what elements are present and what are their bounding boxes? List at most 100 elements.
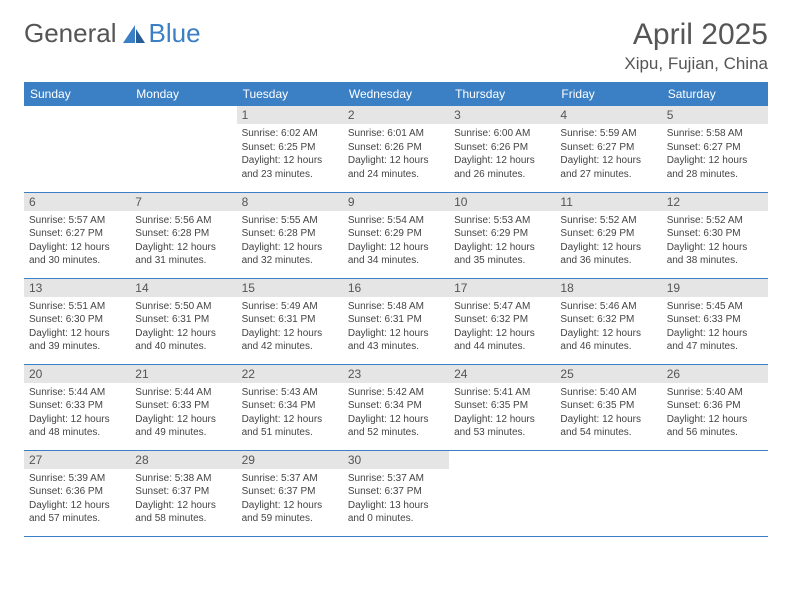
day-number: 18 — [555, 279, 661, 297]
weekday-header: Monday — [130, 82, 236, 106]
calendar-cell: 13Sunrise: 5:51 AMSunset: 6:30 PMDayligh… — [24, 278, 130, 364]
calendar-cell: 29Sunrise: 5:37 AMSunset: 6:37 PMDayligh… — [237, 450, 343, 536]
day-number: 21 — [130, 365, 236, 383]
calendar-cell: 16Sunrise: 5:48 AMSunset: 6:31 PMDayligh… — [343, 278, 449, 364]
calendar-cell: 26Sunrise: 5:40 AMSunset: 6:36 PMDayligh… — [662, 364, 768, 450]
logo: General Blue — [24, 18, 201, 49]
calendar-cell: 6Sunrise: 5:57 AMSunset: 6:27 PMDaylight… — [24, 192, 130, 278]
day-body: Sunrise: 5:43 AMSunset: 6:34 PMDaylight:… — [237, 383, 343, 444]
day-body: Sunrise: 5:44 AMSunset: 6:33 PMDaylight:… — [130, 383, 236, 444]
calendar-week-row: 1Sunrise: 6:02 AMSunset: 6:25 PMDaylight… — [24, 106, 768, 192]
day-body: Sunrise: 5:57 AMSunset: 6:27 PMDaylight:… — [24, 211, 130, 272]
weekday-header-row: SundayMondayTuesdayWednesdayThursdayFrid… — [24, 82, 768, 106]
day-number: 9 — [343, 193, 449, 211]
day-number: 26 — [662, 365, 768, 383]
calendar-cell: 28Sunrise: 5:38 AMSunset: 6:37 PMDayligh… — [130, 450, 236, 536]
day-body: Sunrise: 5:55 AMSunset: 6:28 PMDaylight:… — [237, 211, 343, 272]
calendar-week-row: 6Sunrise: 5:57 AMSunset: 6:27 PMDaylight… — [24, 192, 768, 278]
calendar-cell: 21Sunrise: 5:44 AMSunset: 6:33 PMDayligh… — [130, 364, 236, 450]
day-body: Sunrise: 5:50 AMSunset: 6:31 PMDaylight:… — [130, 297, 236, 358]
day-number: 27 — [24, 451, 130, 469]
day-body: Sunrise: 5:44 AMSunset: 6:33 PMDaylight:… — [24, 383, 130, 444]
day-number: 7 — [130, 193, 236, 211]
weekday-header: Thursday — [449, 82, 555, 106]
calendar-cell — [449, 450, 555, 536]
calendar-cell: 3Sunrise: 6:00 AMSunset: 6:26 PMDaylight… — [449, 106, 555, 192]
day-body: Sunrise: 5:58 AMSunset: 6:27 PMDaylight:… — [662, 124, 768, 185]
calendar-week-row: 27Sunrise: 5:39 AMSunset: 6:36 PMDayligh… — [24, 450, 768, 536]
day-body: Sunrise: 5:53 AMSunset: 6:29 PMDaylight:… — [449, 211, 555, 272]
day-number: 20 — [24, 365, 130, 383]
calendar-cell: 9Sunrise: 5:54 AMSunset: 6:29 PMDaylight… — [343, 192, 449, 278]
day-body: Sunrise: 5:41 AMSunset: 6:35 PMDaylight:… — [449, 383, 555, 444]
day-number: 23 — [343, 365, 449, 383]
calendar-cell: 1Sunrise: 6:02 AMSunset: 6:25 PMDaylight… — [237, 106, 343, 192]
logo-text-blue: Blue — [149, 18, 201, 49]
calendar-cell: 20Sunrise: 5:44 AMSunset: 6:33 PMDayligh… — [24, 364, 130, 450]
calendar-cell: 15Sunrise: 5:49 AMSunset: 6:31 PMDayligh… — [237, 278, 343, 364]
day-number: 15 — [237, 279, 343, 297]
day-body: Sunrise: 5:52 AMSunset: 6:29 PMDaylight:… — [555, 211, 661, 272]
logo-text-general: General — [24, 18, 117, 49]
day-number: 16 — [343, 279, 449, 297]
calendar-cell — [130, 106, 236, 192]
day-body: Sunrise: 5:40 AMSunset: 6:35 PMDaylight:… — [555, 383, 661, 444]
day-body: Sunrise: 5:51 AMSunset: 6:30 PMDaylight:… — [24, 297, 130, 358]
calendar-cell: 30Sunrise: 5:37 AMSunset: 6:37 PMDayligh… — [343, 450, 449, 536]
calendar-cell: 25Sunrise: 5:40 AMSunset: 6:35 PMDayligh… — [555, 364, 661, 450]
weekday-header: Tuesday — [237, 82, 343, 106]
calendar-cell: 19Sunrise: 5:45 AMSunset: 6:33 PMDayligh… — [662, 278, 768, 364]
logo-sail-icon — [121, 23, 147, 45]
day-number: 12 — [662, 193, 768, 211]
calendar-cell: 2Sunrise: 6:01 AMSunset: 6:26 PMDaylight… — [343, 106, 449, 192]
day-number: 17 — [449, 279, 555, 297]
calendar-cell: 5Sunrise: 5:58 AMSunset: 6:27 PMDaylight… — [662, 106, 768, 192]
day-body: Sunrise: 5:42 AMSunset: 6:34 PMDaylight:… — [343, 383, 449, 444]
calendar-cell: 22Sunrise: 5:43 AMSunset: 6:34 PMDayligh… — [237, 364, 343, 450]
calendar-cell: 23Sunrise: 5:42 AMSunset: 6:34 PMDayligh… — [343, 364, 449, 450]
weekday-header: Sunday — [24, 82, 130, 106]
day-number: 19 — [662, 279, 768, 297]
day-number: 6 — [24, 193, 130, 211]
day-body: Sunrise: 5:38 AMSunset: 6:37 PMDaylight:… — [130, 469, 236, 530]
header: General Blue April 2025 Xipu, Fujian, Ch… — [24, 18, 768, 74]
day-body: Sunrise: 5:48 AMSunset: 6:31 PMDaylight:… — [343, 297, 449, 358]
day-body: Sunrise: 6:01 AMSunset: 6:26 PMDaylight:… — [343, 124, 449, 185]
day-number: 13 — [24, 279, 130, 297]
calendar-body: 1Sunrise: 6:02 AMSunset: 6:25 PMDaylight… — [24, 106, 768, 536]
day-body: Sunrise: 5:46 AMSunset: 6:32 PMDaylight:… — [555, 297, 661, 358]
month-title: April 2025 — [624, 18, 768, 52]
day-number: 22 — [237, 365, 343, 383]
day-body: Sunrise: 5:45 AMSunset: 6:33 PMDaylight:… — [662, 297, 768, 358]
calendar-cell — [662, 450, 768, 536]
weekday-header: Wednesday — [343, 82, 449, 106]
day-body: Sunrise: 5:47 AMSunset: 6:32 PMDaylight:… — [449, 297, 555, 358]
day-body: Sunrise: 5:40 AMSunset: 6:36 PMDaylight:… — [662, 383, 768, 444]
day-number: 5 — [662, 106, 768, 124]
day-number: 25 — [555, 365, 661, 383]
calendar-cell: 10Sunrise: 5:53 AMSunset: 6:29 PMDayligh… — [449, 192, 555, 278]
day-number: 1 — [237, 106, 343, 124]
day-body: Sunrise: 5:39 AMSunset: 6:36 PMDaylight:… — [24, 469, 130, 530]
day-number: 24 — [449, 365, 555, 383]
calendar-cell: 8Sunrise: 5:55 AMSunset: 6:28 PMDaylight… — [237, 192, 343, 278]
day-number: 11 — [555, 193, 661, 211]
day-body: Sunrise: 5:37 AMSunset: 6:37 PMDaylight:… — [237, 469, 343, 530]
calendar-cell: 11Sunrise: 5:52 AMSunset: 6:29 PMDayligh… — [555, 192, 661, 278]
location-label: Xipu, Fujian, China — [624, 54, 768, 74]
day-number: 30 — [343, 451, 449, 469]
day-number: 2 — [343, 106, 449, 124]
day-number: 4 — [555, 106, 661, 124]
calendar-cell — [555, 450, 661, 536]
calendar-cell: 27Sunrise: 5:39 AMSunset: 6:36 PMDayligh… — [24, 450, 130, 536]
calendar-week-row: 20Sunrise: 5:44 AMSunset: 6:33 PMDayligh… — [24, 364, 768, 450]
day-body: Sunrise: 6:02 AMSunset: 6:25 PMDaylight:… — [237, 124, 343, 185]
day-body: Sunrise: 5:54 AMSunset: 6:29 PMDaylight:… — [343, 211, 449, 272]
calendar-cell: 14Sunrise: 5:50 AMSunset: 6:31 PMDayligh… — [130, 278, 236, 364]
calendar-week-row: 13Sunrise: 5:51 AMSunset: 6:30 PMDayligh… — [24, 278, 768, 364]
weekday-header: Friday — [555, 82, 661, 106]
title-block: April 2025 Xipu, Fujian, China — [624, 18, 768, 74]
calendar-cell: 7Sunrise: 5:56 AMSunset: 6:28 PMDaylight… — [130, 192, 236, 278]
day-number: 10 — [449, 193, 555, 211]
calendar-table: SundayMondayTuesdayWednesdayThursdayFrid… — [24, 82, 768, 537]
